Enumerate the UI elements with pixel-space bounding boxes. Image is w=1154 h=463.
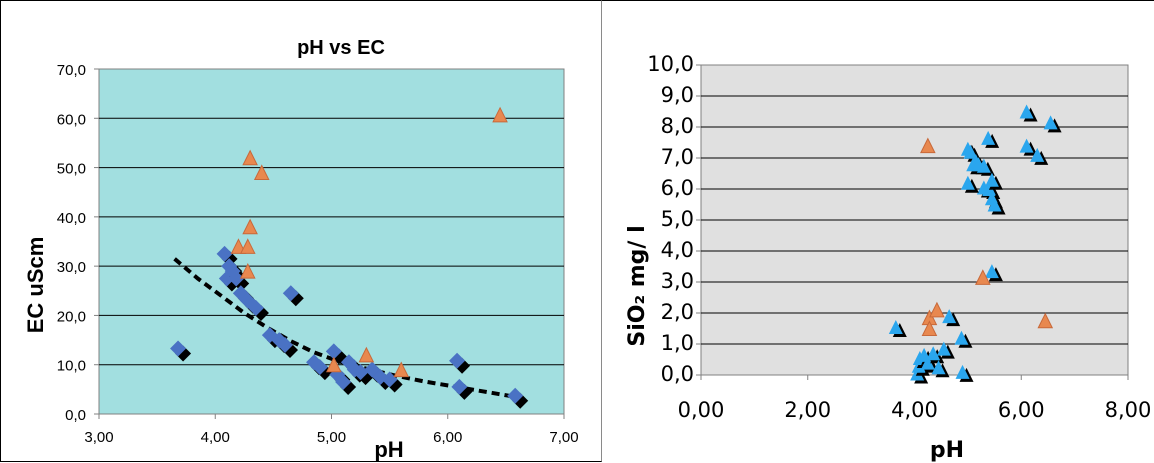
data-point-triangle: [920, 355, 935, 370]
y-tick-label: 60,0: [57, 111, 86, 128]
y-tick-label: 9,0: [661, 83, 694, 107]
data-point-triangle: [242, 218, 258, 235]
data-point-diamond: [282, 285, 299, 302]
data-point-triangle: [492, 106, 508, 123]
data-point-diamond: [381, 371, 398, 388]
data-point-triangle: [975, 269, 991, 285]
data-point-triangle: [326, 356, 342, 373]
y-tick-label: 2,0: [661, 300, 694, 324]
data-point-diamond: [325, 343, 342, 360]
data-point-diamond: [449, 352, 466, 369]
data-point-triangle: [984, 172, 999, 187]
y-tick-label: 4,0: [661, 238, 694, 262]
data-point-triangle: [393, 361, 410, 378]
y-tick-label: 30,0: [57, 259, 86, 276]
data-point-diamond: [216, 245, 233, 262]
sio2-chart-panel: 0,0 1,0 2,0 3,0 4,0 5,0 6,0 7,0 8,0 9,0 10,0 0,00 2…: [602, 0, 1154, 463]
ec-chart-panel: 0,0 10,0 20,0 30,0 40,0 50,0 60,0 70,0 3,00 4,00…: [0, 0, 602, 462]
x-tick-label: 5,00: [317, 429, 346, 446]
data-point-triangle: [926, 346, 941, 361]
x-axis-label: pH: [930, 438, 964, 463]
data-point-diamond: [311, 359, 328, 376]
ph-vs-ec-chart: 0,0 10,0 20,0 30,0 40,0 50,0 60,0 70,0 3,00 4,00…: [23, 37, 579, 462]
data-point-triangle: [239, 238, 256, 254]
data-point-triangle: [929, 301, 945, 318]
data-point-diamond: [507, 387, 524, 404]
data-point-triangle: [1019, 104, 1034, 119]
data-point-diamond: [352, 364, 369, 381]
data-point-triangle: [253, 164, 270, 180]
y-tick-label: 0,0: [65, 407, 86, 424]
y-tick-label: 7,0: [661, 145, 694, 169]
data-point-triangle: [239, 262, 256, 279]
data-point-diamond: [335, 373, 352, 390]
y-tick-label: 5,0: [661, 207, 694, 231]
chart-title: pH vs EC: [297, 37, 385, 59]
x-tick-label: 4,00: [201, 429, 230, 446]
data-point-triangle: [1043, 115, 1058, 130]
data-point-triangle: [960, 175, 975, 190]
y-tick-label: 20,0: [57, 308, 86, 325]
x-axis-label: pH: [374, 437, 403, 462]
data-point-triangle: [982, 182, 997, 196]
data-point-diamond: [451, 378, 468, 395]
y-tick-label: 70,0: [57, 62, 86, 79]
x-tick-label: 6,00: [433, 429, 462, 446]
x-tick-label: 2,00: [784, 398, 831, 422]
data-point-triangle: [981, 130, 996, 145]
data-point-triangle: [358, 346, 375, 363]
data-point-triangle: [955, 364, 970, 379]
data-point-triangle: [1037, 312, 1054, 329]
data-point-triangle: [942, 309, 957, 324]
y-axis-label: SiO₂ mg/ l: [625, 225, 650, 346]
y-tick-label: 6,0: [661, 176, 694, 200]
data-point-triangle: [920, 137, 936, 154]
x-tick-label: 4,00: [891, 398, 938, 422]
data-point-triangle: [1030, 147, 1045, 162]
y-tick-label: 1,0: [661, 331, 694, 355]
data-point-diamond: [247, 300, 264, 317]
data-point-triangle: [954, 330, 969, 345]
data-point-diamond: [170, 340, 187, 357]
data-point-triangle: [984, 264, 999, 279]
data-point-triangle: [936, 341, 951, 356]
y-tick-label: 0,0: [661, 362, 694, 386]
y-tick-label: 10,0: [57, 358, 86, 375]
data-point-triangle: [987, 197, 1002, 212]
y-tick-label: 40,0: [57, 210, 86, 227]
y-tick-label: 50,0: [57, 161, 86, 178]
x-tick-label: 7,00: [549, 429, 578, 446]
data-point-triangle: [921, 320, 938, 336]
data-point-diamond: [277, 337, 293, 353]
data-point-triangle: [1019, 138, 1034, 153]
data-point-triangle: [976, 158, 991, 173]
data-point-triangle: [963, 144, 978, 159]
y-tick-label: 3,0: [661, 269, 694, 293]
ph-vs-sio2-chart: 0,0 1,0 2,0 3,0 4,0 5,0 6,0 7,0 8,0 9,0 10,0 0,00 2…: [625, 52, 1152, 463]
x-tick-label: 3,00: [84, 429, 113, 446]
data-point-triangle: [242, 149, 258, 166]
data-point-diamond: [228, 270, 245, 287]
data-point-triangle: [931, 360, 946, 375]
x-tick-label: 6,00: [998, 398, 1045, 422]
y-axis-label: EC uScm: [23, 237, 48, 334]
y-tick-label: 10,0: [647, 52, 694, 76]
y-tick-label: 8,0: [661, 114, 694, 138]
x-tick-label: 8,00: [1105, 398, 1152, 422]
data-point-triangle: [888, 319, 903, 334]
x-tick-label: 0,00: [678, 398, 725, 422]
